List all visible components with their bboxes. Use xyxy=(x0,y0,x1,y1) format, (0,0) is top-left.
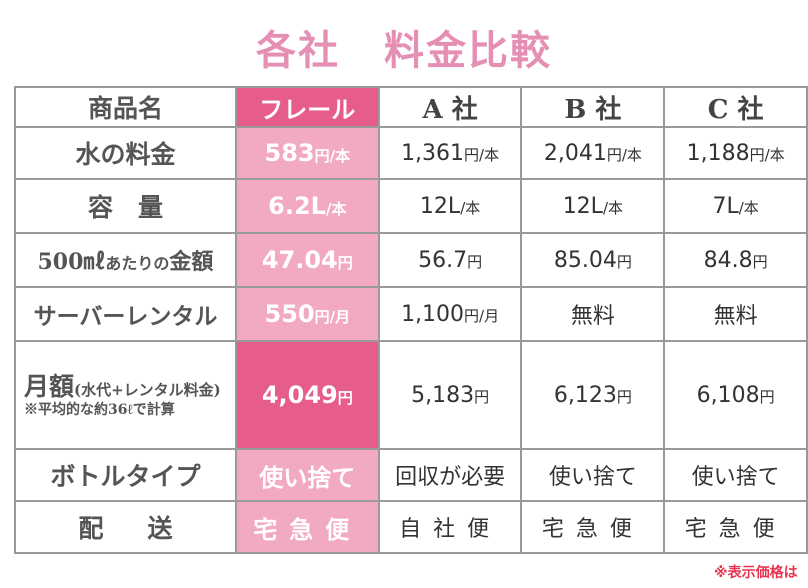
table-row: 容 量 6.2L/本 12L/本 12L/本 7L/本 xyxy=(14,178,808,234)
row-label-monthly: 月額(水代+レンタル料金) ※平均的な約36ℓで計算 xyxy=(14,340,237,450)
cell-c-rental: 無料 xyxy=(663,286,808,342)
price-footnote: ※表示価格は xyxy=(714,565,798,581)
page-title: 各社 料金比較 xyxy=(0,18,808,76)
table-row: 月額(水代+レンタル料金) ※平均的な約36ℓで計算 4,049円 5,183円… xyxy=(14,340,808,450)
header-freel: フレール xyxy=(234,86,380,128)
cell-b-per500: 85.04円 xyxy=(520,232,666,288)
cell-c-per500: 84.8円 xyxy=(663,232,808,288)
cell-b-monthly: 6,123円 xyxy=(520,340,666,450)
cell-c-delivery: 宅急便 xyxy=(663,500,808,554)
header-company-c: C 社 xyxy=(663,86,808,128)
cell-c-bottle: 使い捨て xyxy=(663,448,808,502)
cell-a-delivery: 自社便 xyxy=(377,500,523,554)
table-row: 水の料金 583円/本 1,361円/本 2,041円/本 1,188円/本 xyxy=(14,126,808,180)
row-label-delivery: 配送 xyxy=(14,500,237,554)
cell-a-rental: 1,100円/月 xyxy=(377,286,523,342)
cell-a-monthly: 5,183円 xyxy=(377,340,523,450)
cell-a-water: 1,361円/本 xyxy=(377,126,523,180)
row-label-rental: サーバーレンタル xyxy=(14,286,237,342)
row-label-bottle: ボトルタイプ xyxy=(14,448,237,502)
title-part2: 料金比較 xyxy=(384,28,552,74)
cell-b-water: 2,041円/本 xyxy=(520,126,666,180)
cell-freel-monthly: 4,049円 xyxy=(234,340,380,450)
cell-freel-bottle: 使い捨て xyxy=(234,448,380,502)
header-company-b: B 社 xyxy=(520,86,666,128)
cell-c-water: 1,188円/本 xyxy=(663,126,808,180)
cell-b-bottle: 使い捨て xyxy=(520,448,666,502)
table-header-row: 商品名 フレール A 社 B 社 C 社 xyxy=(14,86,808,128)
cell-freel-rental: 550円/月 xyxy=(234,286,380,342)
cell-b-delivery: 宅急便 xyxy=(520,500,666,554)
row-label-per500: 500㎖あたりの金額 xyxy=(14,232,237,288)
row-label-water: 水の料金 xyxy=(14,126,237,180)
cell-b-capacity: 12L/本 xyxy=(520,178,666,234)
header-product-name: 商品名 xyxy=(14,86,237,128)
table-row: 500㎖あたりの金額 47.04円 56.7円 85.04円 84.8円 xyxy=(14,232,808,288)
cell-freel-water: 583円/本 xyxy=(234,126,380,180)
cell-b-rental: 無料 xyxy=(520,286,666,342)
cell-a-capacity: 12L/本 xyxy=(377,178,523,234)
cell-c-capacity: 7L/本 xyxy=(663,178,808,234)
cell-a-per500: 56.7円 xyxy=(377,232,523,288)
cell-freel-capacity: 6.2L/本 xyxy=(234,178,380,234)
table-row: 配送 宅急便 自社便 宅急便 宅急便 xyxy=(14,500,808,554)
cell-freel-per500: 47.04円 xyxy=(234,232,380,288)
table-row: サーバーレンタル 550円/月 1,100円/月 無料 無料 xyxy=(14,286,808,342)
row-label-capacity: 容 量 xyxy=(14,178,237,234)
cell-a-bottle: 回収が必要 xyxy=(377,448,523,502)
cell-c-monthly: 6,108円 xyxy=(663,340,808,450)
cell-freel-delivery: 宅急便 xyxy=(234,500,380,554)
header-company-a: A 社 xyxy=(377,86,523,128)
title-part1: 各社 xyxy=(256,28,340,74)
comparison-table: 商品名 フレール A 社 B 社 C 社 水の料金 583円/本 1,361円/… xyxy=(14,86,808,554)
table-row: ボトルタイプ 使い捨て 回収が必要 使い捨て 使い捨て xyxy=(14,448,808,502)
